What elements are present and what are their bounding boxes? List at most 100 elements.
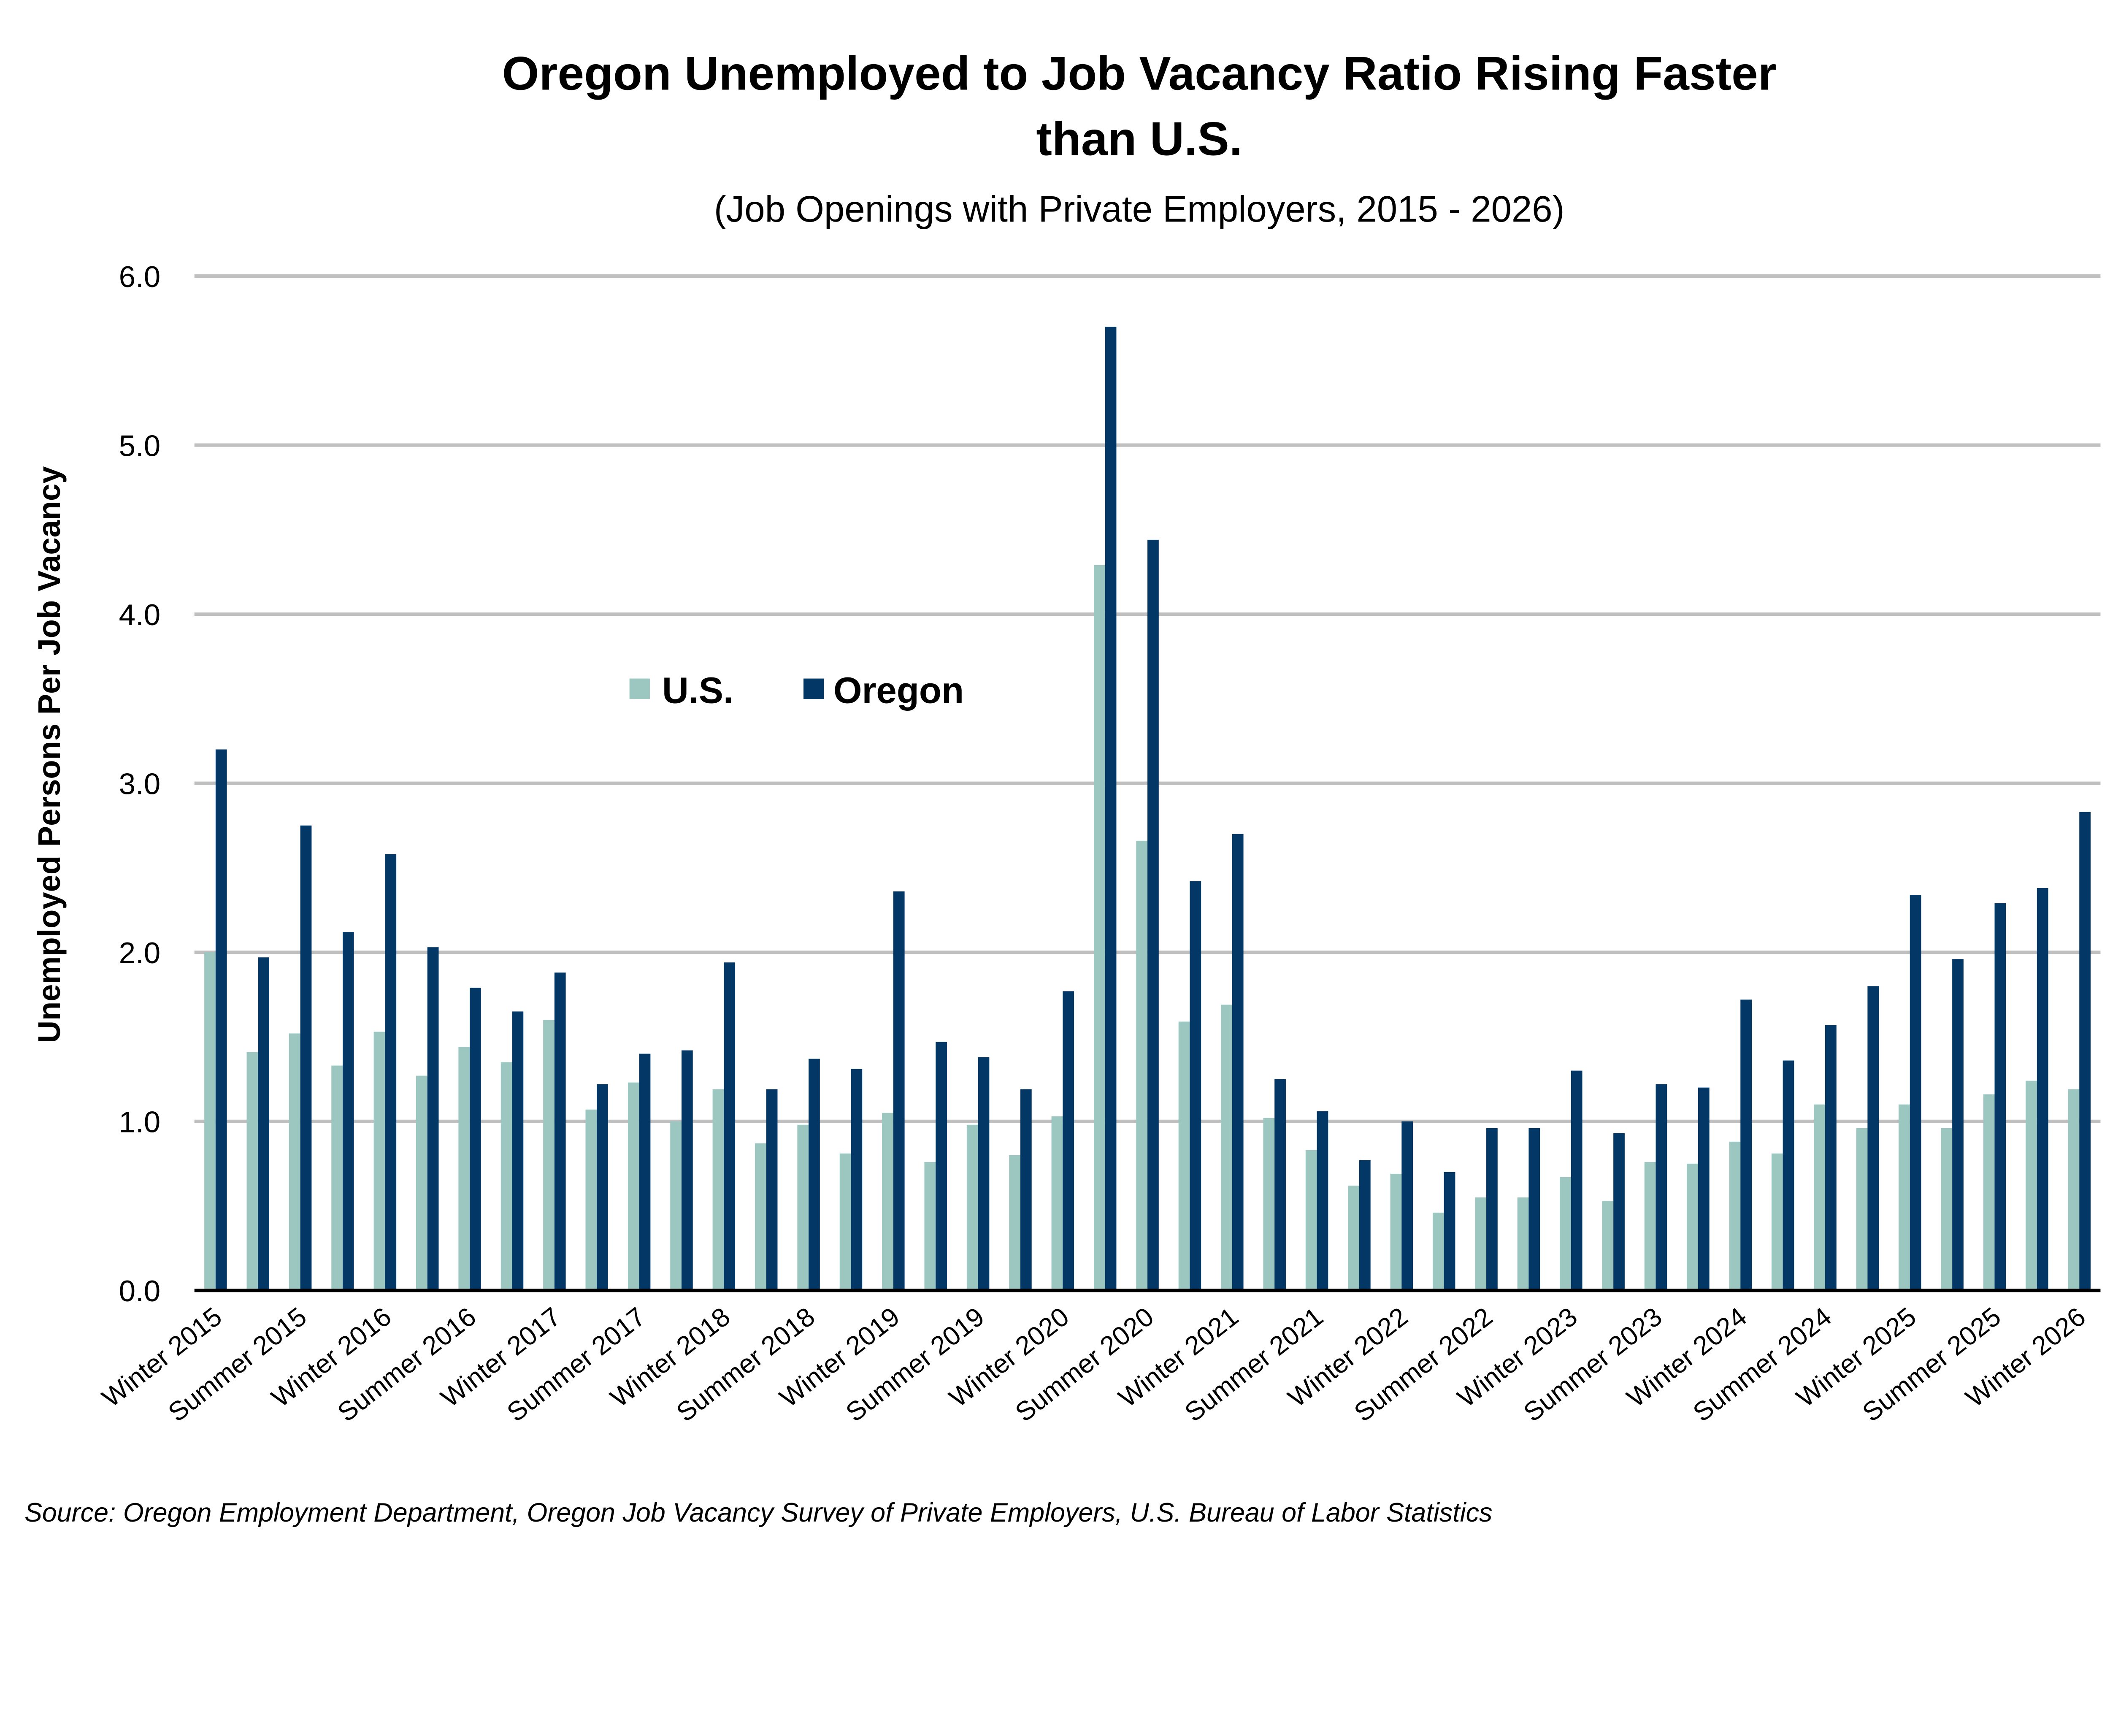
bar-oregon (1274, 1079, 1286, 1291)
bar-oregon (1105, 327, 1117, 1291)
bar-us (1771, 1153, 1783, 1291)
legend-swatch-us (629, 678, 650, 699)
bar-oregon (1952, 959, 1964, 1291)
bar-oregon (385, 854, 397, 1291)
bar-oregon (1232, 834, 1244, 1291)
bar-us (1263, 1118, 1275, 1291)
bar-chart: Oregon Unemployed to Job Vacancy Ratio R… (24, 47, 2101, 1527)
y-tick-label: 0.0 (119, 1275, 161, 1308)
bar-oregon (1571, 1070, 1582, 1291)
bar-oregon (1317, 1111, 1328, 1291)
bar-oregon (893, 891, 905, 1291)
bar-us (289, 1033, 300, 1291)
bar-oregon (766, 1089, 778, 1291)
bar-oregon (2037, 888, 2048, 1291)
bar-oregon (427, 947, 439, 1291)
bar-us (1178, 1021, 1190, 1291)
bar-oregon (1147, 539, 1159, 1291)
bar-oregon (1444, 1172, 1455, 1291)
bar-us (204, 952, 216, 1291)
legend: U.S. Oregon (629, 670, 964, 711)
bar-us (331, 1065, 343, 1291)
bar-oregon (343, 932, 354, 1291)
bar-us (246, 1052, 258, 1291)
bar-oregon (724, 962, 736, 1291)
bar-us (1856, 1128, 1868, 1291)
bar-oregon (1020, 1089, 1032, 1291)
bar-oregon (681, 1050, 693, 1291)
y-axis-title: Unemployed Persons Per Job Vacancy (32, 466, 67, 1043)
bar-oregon (936, 1042, 947, 1291)
bar-us (416, 1075, 427, 1291)
bar-oregon (215, 749, 227, 1291)
bar-us (2068, 1089, 2080, 1291)
bar-oregon (1698, 1087, 1710, 1291)
chart-subtitle: (Job Openings with Private Employers, 20… (714, 189, 1565, 230)
bar-oregon (639, 1054, 651, 1291)
y-tick-label: 2.0 (119, 937, 161, 970)
bar-us (1093, 565, 1105, 1291)
bar-oregon (554, 972, 566, 1291)
y-tick-label: 5.0 (119, 429, 161, 463)
bar-us (1051, 1116, 1063, 1291)
bar-oregon (1740, 999, 1752, 1291)
bar-us (797, 1124, 809, 1291)
bar-oregon (300, 825, 312, 1291)
bar-us (1814, 1104, 1826, 1291)
bar-us (712, 1089, 724, 1291)
bar-oregon (1613, 1133, 1625, 1291)
bar-us (1687, 1163, 1698, 1291)
bar-oregon (1867, 986, 1879, 1291)
bar-us (1899, 1104, 1910, 1291)
bar-oregon (1190, 881, 1201, 1291)
bar-oregon (512, 1011, 524, 1291)
bar-us (1560, 1177, 1571, 1291)
bar-oregon (1910, 895, 1921, 1291)
bar-us (966, 1124, 978, 1291)
bar-oregon (1063, 991, 1074, 1291)
bar-us (1941, 1128, 1953, 1291)
bar-us (1475, 1197, 1487, 1291)
bar-us (1390, 1173, 1402, 1291)
bar-us (2026, 1081, 2037, 1291)
bar-us (585, 1109, 597, 1291)
bar-us (458, 1047, 470, 1291)
bar-us (755, 1143, 766, 1291)
bar-us (1348, 1185, 1359, 1291)
bar-us (500, 1062, 512, 1291)
legend-swatch-oregon (803, 678, 824, 699)
bar-us (628, 1082, 639, 1291)
bar-oregon (809, 1059, 820, 1291)
bar-us (1305, 1150, 1317, 1291)
bar-us (1221, 1005, 1232, 1291)
bar-oregon (1783, 1060, 1794, 1291)
bar-oregon (851, 1069, 863, 1291)
bar-oregon (597, 1084, 608, 1291)
bar-us (1729, 1141, 1741, 1291)
bar-oregon (1825, 1025, 1837, 1291)
y-axis-ticks: 0.0 1.0 2.0 3.0 4.0 5.0 6.0 (119, 260, 161, 1308)
bar-oregon (258, 957, 269, 1291)
bar-us (670, 1121, 682, 1291)
bar-us (1517, 1197, 1529, 1291)
bar-oregon (1401, 1121, 1413, 1291)
bar-us (1009, 1155, 1020, 1291)
y-tick-label: 1.0 (119, 1106, 161, 1139)
bar-oregon (1994, 903, 2006, 1291)
legend-label-us: U.S. (662, 670, 733, 711)
bar-oregon (1656, 1084, 1667, 1291)
bar-us (1983, 1094, 1995, 1291)
bar-us (1644, 1162, 1656, 1291)
y-tick-label: 4.0 (119, 599, 161, 632)
bar-oregon (978, 1057, 990, 1291)
bar-us (1136, 840, 1148, 1291)
bar-oregon (2079, 812, 2091, 1291)
chart-title-line-2: than U.S. (1036, 112, 1242, 165)
bar-us (839, 1153, 851, 1291)
bar-us (543, 1020, 555, 1291)
bar-oregon (1359, 1160, 1371, 1291)
bar-us (1432, 1213, 1444, 1291)
bar-oregon (1486, 1128, 1498, 1291)
bars (204, 327, 2091, 1291)
